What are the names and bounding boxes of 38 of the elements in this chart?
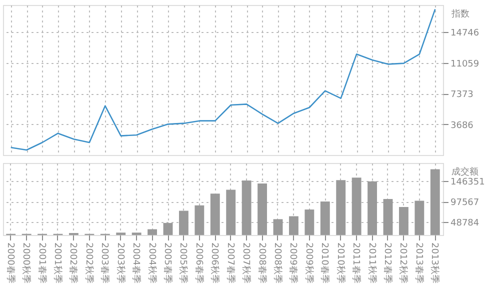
x-tick-label: 2012春季 [382, 242, 393, 284]
x-tick-label: 2009秋季 [303, 242, 314, 284]
y-axis-title: 指数 [450, 8, 470, 20]
x-tick-label: 2006秋季 [209, 242, 220, 284]
y-tick-label: 48784 [450, 218, 480, 229]
x-tick-label: 2003春季 [99, 242, 110, 284]
y-tick-label: 7373 [450, 90, 474, 100]
x-tick-label: 2000秋季 [20, 242, 32, 284]
line-series [10, 8, 436, 151]
x-tick-label: 2008秋季 [272, 242, 283, 284]
x-tick-label: 2001秋季 [52, 242, 63, 284]
x-tick-label: 2011秋季 [366, 242, 378, 284]
x-tick-label: 2011春季 [350, 242, 362, 284]
x-tick-label: 2005春季 [162, 242, 173, 284]
x-tick-label: 2010春季 [319, 242, 330, 284]
x-tick-label: 2003秋季 [114, 242, 126, 284]
x-tick-label: 2009春季 [288, 242, 299, 284]
x-tick-label: 2013春季 [413, 242, 424, 284]
x-tick-label: 2007秋季 [240, 242, 252, 284]
y-tick-label: 97567 [450, 198, 480, 208]
y-tick-label: 146351 [450, 178, 485, 188]
y-axis-title: 成交额 [452, 166, 478, 178]
y-tick-label: 14746 [450, 28, 480, 39]
x-tick-label: 2008春季 [256, 242, 268, 284]
x-tick-label: 2006春季 [193, 242, 204, 284]
x-tick-label: 2004春季 [130, 242, 142, 284]
x-tick-label: 2001春季 [36, 242, 48, 284]
x-tick-label: 2010秋季 [334, 242, 346, 284]
y-tick-label: 11059 [450, 59, 480, 70]
x-tick-label: 2012秋季 [398, 242, 409, 284]
x-tick-label: 2007春季 [224, 242, 236, 284]
y-tick-label: 3686 [450, 120, 474, 131]
x-tick-label: 2002秋季 [83, 242, 94, 284]
x-tick-label: 2004秋季 [146, 242, 158, 284]
x-tick-label: 2005秋季 [178, 242, 189, 284]
x-tick-label: 2000春季 [4, 242, 16, 284]
x-tick-label: 2013秋季 [429, 242, 440, 284]
x-tick-label: 2002春季 [68, 242, 79, 284]
